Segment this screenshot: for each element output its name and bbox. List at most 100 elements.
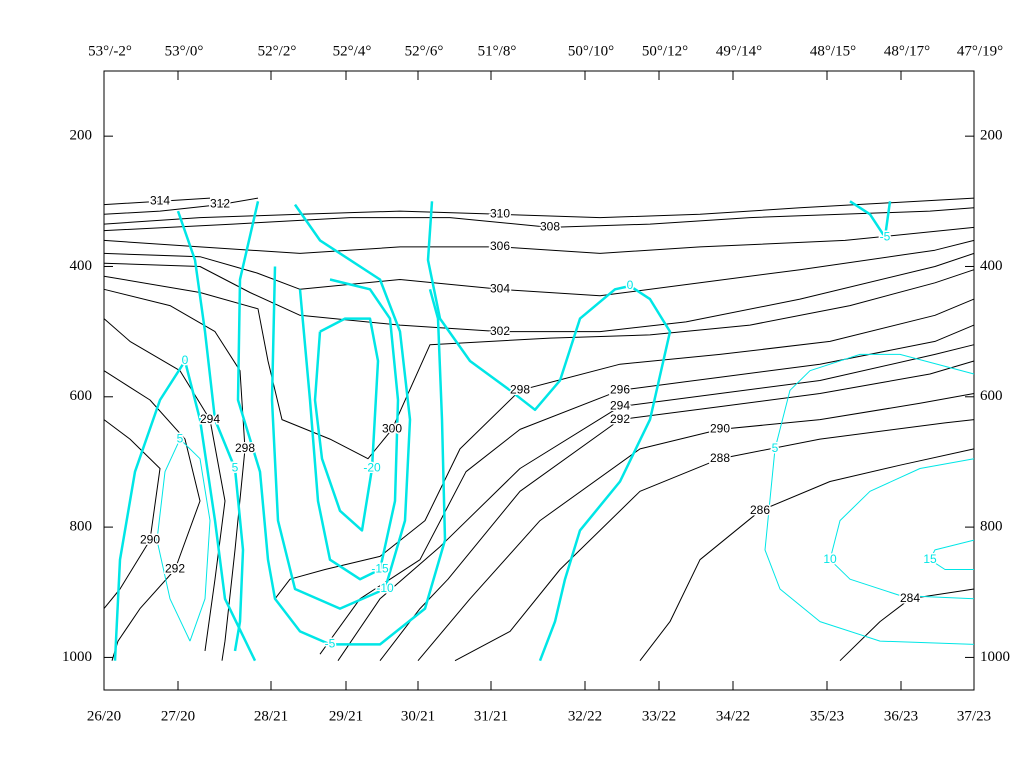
contour-label: 306	[490, 239, 510, 253]
contour-line	[849, 200, 892, 239]
contour-label: 284	[900, 591, 920, 605]
x2-tick-label: 48°/17°	[884, 43, 930, 59]
contour-label: 308	[540, 220, 560, 234]
x2-tick-label: 53°/-2°	[88, 43, 132, 59]
y-tick-label-right: 400	[980, 258, 1003, 274]
plot-frame	[103, 70, 975, 691]
x-tick-label: 32/22	[568, 708, 602, 724]
contour-line	[270, 203, 412, 610]
contour-line	[103, 197, 211, 206]
contour-line	[103, 226, 975, 254]
contour-line	[103, 197, 975, 225]
contour-label: 312	[210, 197, 230, 211]
contour-line	[274, 298, 975, 600]
x2-tick-label: 53°/0°	[165, 43, 204, 59]
contour-label: 304	[490, 281, 510, 295]
contour-line	[379, 360, 975, 662]
contour-line	[829, 458, 975, 600]
contour-label: -5	[325, 637, 336, 651]
contour-label: 300	[382, 422, 402, 436]
x-tick-label: 27/20	[161, 708, 195, 724]
contour-line	[113, 359, 257, 662]
contour-label: 288	[710, 451, 730, 465]
contour-label: 15	[923, 552, 937, 566]
x-tick-label: 34/22	[716, 708, 750, 724]
contour-label: 314	[150, 193, 170, 207]
contour-label: -15	[371, 562, 389, 576]
contour-line	[337, 344, 975, 661]
y-tick-label-right: 800	[980, 519, 1003, 535]
contour-line	[103, 197, 259, 215]
contour-line	[929, 539, 975, 570]
contour-line	[417, 393, 975, 662]
contour-line	[764, 353, 975, 645]
contour-line	[103, 370, 201, 661]
x-tick-label: 30/21	[401, 708, 435, 724]
contour-label: 294	[610, 399, 630, 413]
x-tick-label: 37/23	[957, 708, 991, 724]
contour-label: 298	[510, 382, 530, 396]
contour-label: 292	[610, 412, 630, 426]
contour-line	[298, 278, 400, 581]
contour-label: 290	[140, 532, 160, 546]
contour-label: 296	[610, 382, 630, 396]
contour-label: -20	[363, 461, 381, 475]
contour-line	[103, 288, 246, 661]
y-tick-label-right: 600	[980, 388, 1003, 404]
y-tick-label-right: 200	[980, 128, 1003, 144]
contour-line	[639, 448, 975, 662]
x2-tick-label: 50°/12°	[642, 43, 688, 59]
contour-label: 292	[165, 562, 185, 576]
contour-label: 10	[823, 552, 837, 566]
contour-line	[454, 419, 975, 662]
x-tick-label: 36/23	[884, 708, 918, 724]
x2-tick-label: 48°/15°	[810, 43, 856, 59]
x2-tick-label: 50°/10°	[568, 43, 614, 59]
x-tick-label: 29/21	[329, 708, 363, 724]
contour-line	[176, 210, 245, 652]
contour-label: 5	[232, 461, 239, 475]
x2-tick-label: 52°/6°	[405, 43, 444, 59]
x-tick-label: 33/22	[642, 708, 676, 724]
contour-line	[839, 588, 975, 662]
contour-line	[313, 317, 380, 532]
contour-line	[319, 324, 975, 655]
x2-tick-label: 47°/19°	[957, 43, 1003, 59]
contour-label: 290	[710, 422, 730, 436]
x-tick-label: 28/21	[254, 708, 288, 724]
x2-tick-label: 49°/14°	[716, 43, 762, 59]
y-tick-label: 200	[70, 128, 93, 144]
contour-label: 5	[177, 431, 184, 445]
contour-line	[103, 419, 161, 609]
x2-tick-label: 52°/4°	[333, 43, 372, 59]
y-tick-label-right: 1000	[980, 649, 1010, 665]
contour-line	[156, 438, 211, 642]
contour-line	[103, 239, 975, 297]
y-tick-label: 1000	[62, 649, 92, 665]
x2-tick-label: 52°/2°	[258, 43, 297, 59]
contour-line	[426, 201, 672, 662]
contour-line	[103, 269, 975, 460]
x-tick-label: 31/21	[474, 708, 508, 724]
y-tick-label: 800	[70, 519, 93, 535]
contour-label: 0	[627, 278, 634, 292]
contour-label: 0	[182, 353, 189, 367]
x2-tick-label: 51°/8°	[478, 43, 517, 59]
contour-label: -5	[880, 229, 891, 243]
y-tick-label: 400	[70, 258, 93, 274]
contour-label: 298	[235, 441, 255, 455]
contour-line	[103, 318, 226, 651]
contour-line	[103, 252, 975, 333]
contour-label: 294	[200, 412, 220, 426]
x-tick-label: 26/20	[87, 708, 121, 724]
x-tick-label: 35/23	[810, 708, 844, 724]
contour-label: -10	[376, 581, 394, 595]
contour-label: 310	[490, 207, 510, 221]
contour-label: 5	[772, 441, 779, 455]
contour-line	[236, 201, 447, 646]
contour-label: 286	[750, 503, 770, 517]
y-tick-label: 600	[70, 388, 93, 404]
contour-label: 302	[490, 324, 510, 338]
